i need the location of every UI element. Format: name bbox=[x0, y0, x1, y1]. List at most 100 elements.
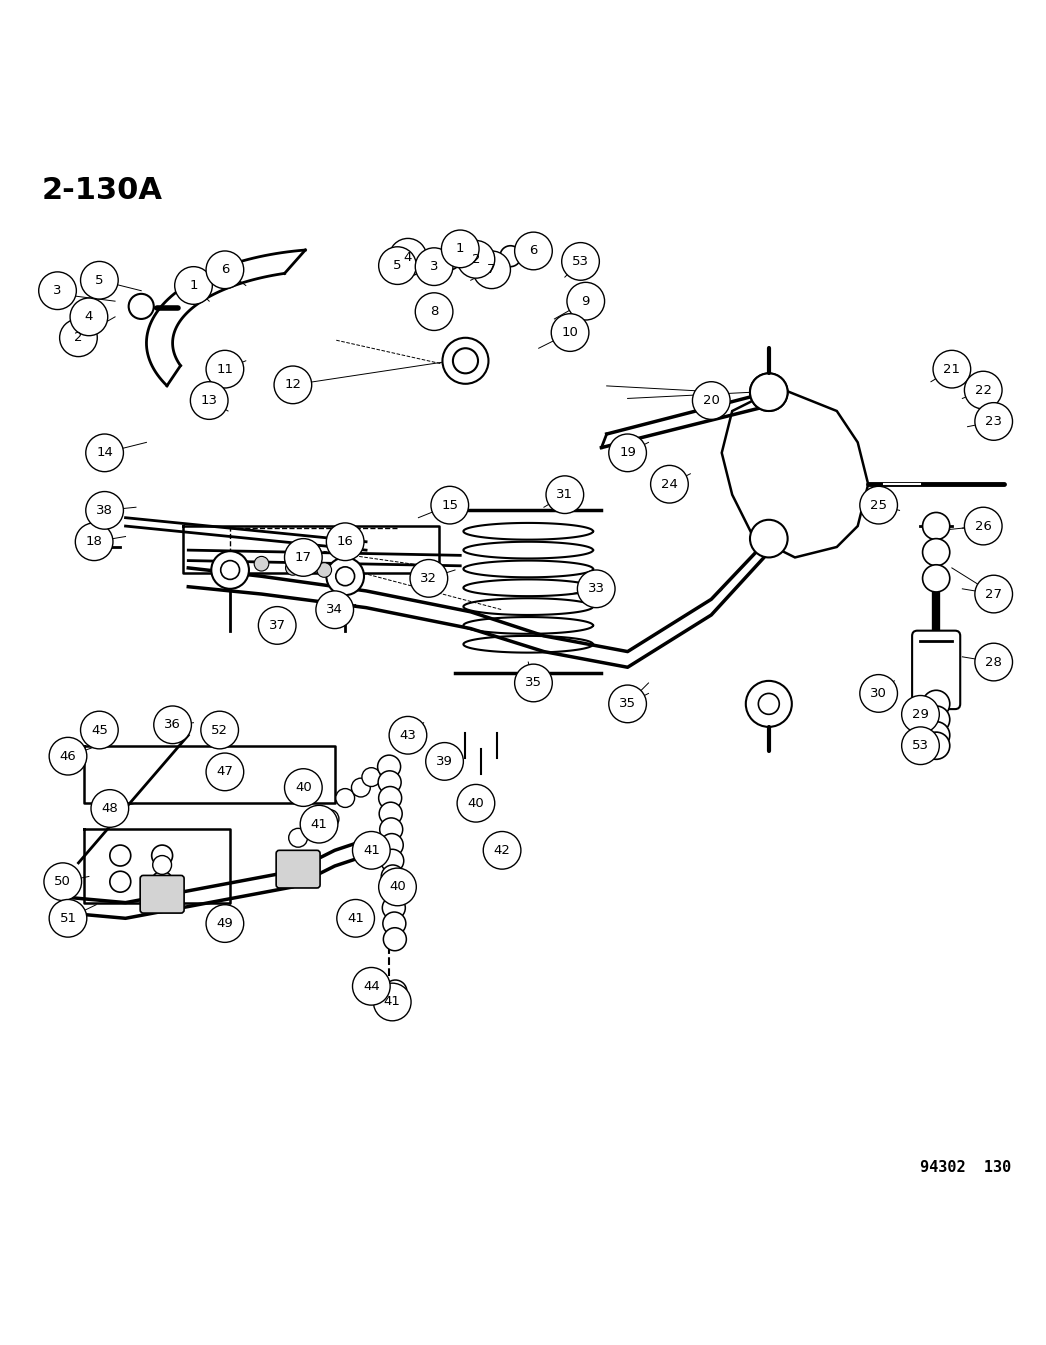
Text: 20: 20 bbox=[703, 394, 720, 408]
Circle shape bbox=[551, 313, 589, 351]
Text: 27: 27 bbox=[985, 588, 1002, 601]
Circle shape bbox=[75, 523, 113, 561]
Circle shape bbox=[483, 831, 521, 869]
Circle shape bbox=[316, 590, 354, 628]
FancyBboxPatch shape bbox=[912, 631, 960, 709]
Circle shape bbox=[933, 350, 971, 387]
Text: 47: 47 bbox=[217, 765, 233, 779]
Text: 21: 21 bbox=[943, 363, 960, 375]
Circle shape bbox=[206, 905, 244, 943]
Circle shape bbox=[515, 664, 552, 702]
Text: 17: 17 bbox=[295, 551, 312, 564]
Text: 11: 11 bbox=[217, 363, 233, 375]
Circle shape bbox=[439, 249, 460, 270]
Text: 41: 41 bbox=[363, 843, 380, 857]
Text: 13: 13 bbox=[201, 394, 218, 408]
Circle shape bbox=[211, 551, 249, 589]
Circle shape bbox=[91, 790, 129, 827]
Circle shape bbox=[389, 238, 427, 276]
Circle shape bbox=[567, 282, 605, 320]
Circle shape bbox=[60, 319, 97, 356]
FancyBboxPatch shape bbox=[140, 876, 184, 913]
Circle shape bbox=[378, 755, 401, 779]
Circle shape bbox=[442, 338, 488, 383]
Text: 44: 44 bbox=[363, 979, 380, 993]
Text: 32: 32 bbox=[420, 572, 437, 585]
Circle shape bbox=[258, 607, 296, 644]
Text: 3: 3 bbox=[53, 284, 62, 297]
FancyBboxPatch shape bbox=[276, 850, 320, 888]
Circle shape bbox=[254, 557, 269, 572]
Circle shape bbox=[964, 371, 1002, 409]
Circle shape bbox=[379, 868, 416, 905]
Circle shape bbox=[153, 855, 172, 874]
Text: 33: 33 bbox=[588, 582, 605, 596]
Circle shape bbox=[380, 818, 403, 841]
Circle shape bbox=[274, 366, 312, 404]
Text: 35: 35 bbox=[525, 677, 542, 690]
Text: 41: 41 bbox=[384, 995, 401, 1009]
Text: 53: 53 bbox=[572, 256, 589, 268]
Text: 52: 52 bbox=[211, 724, 228, 737]
Circle shape bbox=[562, 242, 599, 280]
Circle shape bbox=[353, 831, 390, 869]
Circle shape bbox=[515, 233, 552, 270]
Text: 6: 6 bbox=[221, 264, 229, 276]
Circle shape bbox=[320, 810, 339, 829]
Circle shape bbox=[383, 896, 406, 920]
Circle shape bbox=[415, 247, 453, 285]
Circle shape bbox=[975, 643, 1013, 681]
Circle shape bbox=[289, 829, 308, 847]
Circle shape bbox=[381, 849, 404, 873]
Circle shape bbox=[286, 561, 300, 576]
Circle shape bbox=[577, 570, 615, 608]
Circle shape bbox=[546, 476, 584, 514]
Circle shape bbox=[923, 512, 950, 539]
Circle shape bbox=[457, 784, 495, 822]
Text: 19: 19 bbox=[619, 447, 636, 460]
Circle shape bbox=[221, 561, 240, 580]
Text: 31: 31 bbox=[556, 488, 573, 502]
Circle shape bbox=[923, 722, 950, 749]
Circle shape bbox=[382, 256, 403, 277]
Text: 37: 37 bbox=[269, 619, 286, 632]
Circle shape bbox=[353, 967, 390, 1005]
Circle shape bbox=[923, 690, 950, 717]
Text: 15: 15 bbox=[441, 499, 458, 511]
Text: 10: 10 bbox=[562, 325, 578, 339]
Circle shape bbox=[964, 507, 1002, 545]
Circle shape bbox=[381, 834, 403, 857]
Circle shape bbox=[923, 565, 950, 592]
Circle shape bbox=[410, 560, 448, 597]
Circle shape bbox=[49, 900, 87, 937]
Text: 3: 3 bbox=[430, 260, 438, 273]
Text: 2-130A: 2-130A bbox=[42, 176, 163, 204]
Circle shape bbox=[326, 557, 364, 594]
Circle shape bbox=[373, 983, 411, 1021]
Text: 38: 38 bbox=[96, 504, 113, 516]
Circle shape bbox=[336, 788, 355, 807]
Circle shape bbox=[379, 771, 401, 794]
Circle shape bbox=[609, 434, 646, 472]
Circle shape bbox=[413, 252, 434, 273]
Circle shape bbox=[692, 382, 730, 420]
Circle shape bbox=[457, 241, 495, 278]
Text: 23: 23 bbox=[985, 416, 1002, 428]
Text: 16: 16 bbox=[337, 535, 354, 549]
Text: 8: 8 bbox=[430, 305, 438, 319]
Circle shape bbox=[389, 717, 427, 755]
Circle shape bbox=[860, 675, 897, 713]
Text: 36: 36 bbox=[164, 718, 181, 732]
Circle shape bbox=[337, 900, 374, 937]
Circle shape bbox=[441, 230, 479, 268]
Circle shape bbox=[351, 779, 370, 798]
Text: 46: 46 bbox=[60, 749, 76, 763]
Circle shape bbox=[110, 872, 131, 892]
Circle shape bbox=[49, 737, 87, 775]
Circle shape bbox=[206, 753, 244, 791]
Circle shape bbox=[384, 981, 407, 1003]
Text: 30: 30 bbox=[870, 687, 887, 699]
Text: 43: 43 bbox=[400, 729, 416, 741]
Circle shape bbox=[383, 912, 406, 935]
Circle shape bbox=[154, 706, 191, 744]
